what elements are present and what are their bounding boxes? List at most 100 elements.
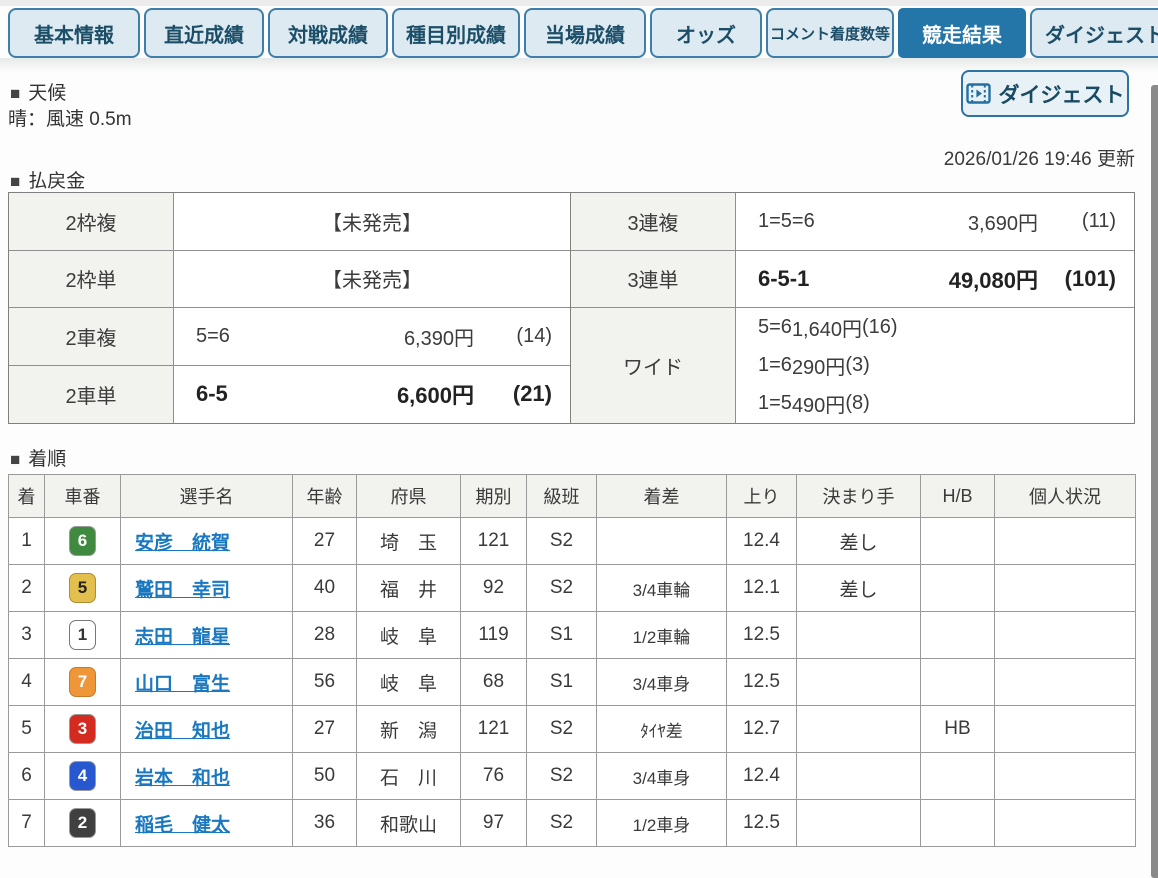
col-header-prefecture: 府県: [356, 474, 461, 518]
cell-car-number: 2: [44, 799, 121, 847]
result-row: 1 6 安彦 統賀 27 埼 玉 121 S2 12.4 差し: [8, 517, 1136, 565]
car-number-badge: 2: [69, 808, 96, 838]
result-row: 7 2 稲毛 健太 36 和歌山 97 S2 1/2車身 12.5: [8, 799, 1136, 847]
cell-hb: [920, 658, 995, 706]
col-header-rider-name: 選手名: [120, 474, 293, 518]
cell-age: 56: [292, 658, 357, 706]
rider-link[interactable]: 治田 知也: [135, 720, 231, 742]
cell-prefecture: 石 川: [356, 752, 461, 800]
rider-link[interactable]: 岩本 和也: [135, 767, 231, 789]
col-header-hb: H/B: [920, 474, 995, 518]
bet-type-label: 3連単: [571, 250, 736, 307]
cell-finish-position: 7: [8, 799, 45, 847]
payout-value: 5=6 6,390円 (14): [174, 308, 570, 365]
bet-type-label: 2枠単: [9, 250, 174, 307]
car-number-badge: 5: [69, 573, 96, 603]
cell-term: 121: [460, 517, 527, 565]
cell-class: S2: [526, 517, 597, 565]
tab-recent-results[interactable]: 直近成績: [144, 8, 264, 58]
col-header-winning-move: 決まり手: [796, 474, 921, 518]
cell-hb: [920, 611, 995, 659]
bet-type-label: ワイド: [571, 308, 736, 423]
cell-class: S2: [526, 705, 597, 753]
popularity-rank: (14): [516, 324, 552, 347]
cell-margin: ﾀｲﾔ差: [596, 705, 727, 753]
col-header-age: 年齢: [292, 474, 357, 518]
result-row: 4 7 山口 富生 56 岐 阜 68 S1 3/4車身 12.5: [8, 658, 1136, 706]
cell-hb: [920, 517, 995, 565]
cell-personal-status: [994, 517, 1136, 565]
payout-line: 1=6 290円 (3): [736, 346, 1134, 384]
cell-finish-position: 4: [8, 658, 45, 706]
digest-button-label: ダイジェスト: [998, 83, 1125, 107]
cell-personal-status: [994, 799, 1136, 847]
rider-link[interactable]: 安彦 統賀: [135, 532, 231, 554]
payout-amount: 6,390円: [403, 327, 474, 350]
col-header-lap-time: 上り: [726, 474, 797, 518]
col-header-car-number: 車番: [44, 474, 121, 518]
bet-type-label: 2車複: [9, 308, 174, 365]
cell-rider-name: 安彦 統賀: [120, 517, 293, 565]
cell-lap-time: 12.7: [726, 705, 797, 753]
cell-car-number: 1: [44, 611, 121, 659]
payout-value: 6-5-1 49,080円 (101): [736, 251, 1134, 308]
popularity-rank: (8): [845, 391, 870, 414]
cell-personal-status: [994, 658, 1136, 706]
cell-margin: 3/4車身: [596, 752, 727, 800]
payout-table-right: 3連複 1=5=6 3,690円 (11) 3連単 6-5-1 49,080円 …: [570, 193, 1134, 423]
popularity-rank: (101): [1064, 265, 1116, 291]
top-tab-bar: 基本情報 直近成績 対戦成績 種目別成績 当場成績 オッズ コメント着度数等 競…: [8, 8, 1158, 58]
cell-term: 68: [460, 658, 527, 706]
cell-winning-move: [796, 752, 921, 800]
col-header-margin: 着差: [596, 474, 727, 518]
tab-head-to-head[interactable]: 対戦成績: [268, 8, 388, 58]
rider-link[interactable]: 稲毛 健太: [135, 814, 231, 836]
bet-type-label: 2車単: [9, 365, 174, 423]
payout-amount: 6,600円: [396, 383, 474, 409]
payout-table-left: 2枠複 【未発売】 2枠単 【未発売】 2車複 5=6 6,390円 (14) …: [9, 193, 570, 423]
payout-row-2shafuku: 2車複 5=6 6,390円 (14): [9, 308, 570, 366]
col-header-finish: 着: [8, 474, 45, 518]
payout-row-2wakufuku: 2枠複 【未発売】: [9, 193, 570, 251]
cell-class: S2: [526, 564, 597, 612]
payout-line: 1=5 490円 (8): [736, 384, 1134, 422]
vertical-scrollbar[interactable]: [1151, 85, 1158, 878]
cell-winning-move: 差し: [796, 564, 921, 612]
cell-lap-time: 12.1: [726, 564, 797, 612]
cell-term: 92: [460, 564, 527, 612]
tab-digest[interactable]: ダイジェスト: [1030, 8, 1158, 58]
cell-personal-status: [994, 705, 1136, 753]
cell-term: 76: [460, 752, 527, 800]
cell-class: S2: [526, 752, 597, 800]
payout-not-sold: 【未発売】: [322, 212, 422, 235]
section-marker-icon: ■: [10, 84, 21, 103]
tab-odds[interactable]: オッズ: [650, 8, 762, 58]
cell-car-number: 6: [44, 517, 121, 565]
updated-timestamp: 2026/01/26 19:46 更新: [943, 149, 1135, 170]
tab-comment-stats[interactable]: コメント着度数等: [766, 8, 894, 58]
payout-row-3renfuku: 3連複 1=5=6 3,690円 (11): [571, 193, 1134, 251]
cell-term: 119: [460, 611, 527, 659]
cell-car-number: 3: [44, 705, 121, 753]
tab-basic-info[interactable]: 基本情報: [8, 8, 140, 58]
popularity-rank: (11): [1081, 209, 1116, 232]
tab-race-result[interactable]: 競走結果: [898, 8, 1026, 58]
payout-amount: 1,640円: [791, 318, 862, 341]
rider-link[interactable]: 山口 富生: [135, 673, 231, 695]
cell-winning-move: [796, 705, 921, 753]
winning-combination: 1=5: [758, 391, 792, 414]
tab-by-event-results[interactable]: 種目別成績: [392, 8, 520, 58]
tab-venue-results[interactable]: 当場成績: [524, 8, 646, 58]
cell-car-number: 5: [44, 564, 121, 612]
cell-hb: [920, 564, 995, 612]
result-row: 2 5 鷲田 幸司 40 福 井 92 S2 3/4車輪 12.1 差し: [8, 564, 1136, 612]
rider-link[interactable]: 志田 龍星: [135, 626, 231, 648]
rider-link[interactable]: 鷲田 幸司: [135, 579, 231, 601]
payout-amount: 490円: [791, 394, 846, 417]
cell-age: 27: [292, 517, 357, 565]
winning-combination: 6-5-1: [758, 265, 810, 291]
cell-winning-move: [796, 658, 921, 706]
digest-button[interactable]: ダイジェスト: [961, 70, 1129, 117]
cell-margin: 1/2車輪: [596, 611, 727, 659]
col-header-personal-status: 個人状況: [994, 474, 1136, 518]
